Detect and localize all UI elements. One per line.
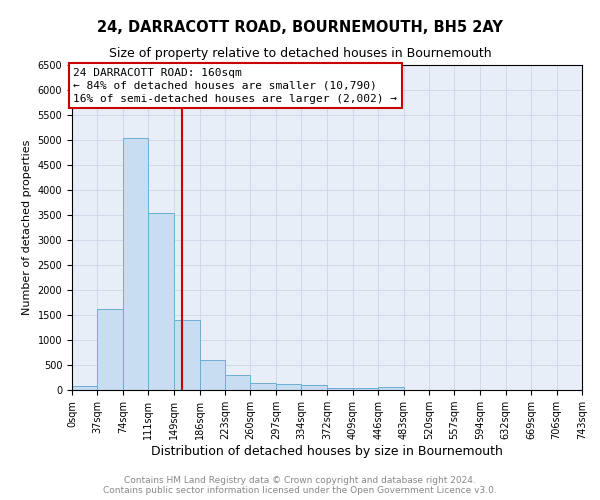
Bar: [301, 385, 326, 390]
Text: Contains HM Land Registry data © Crown copyright and database right 2024.
Contai: Contains HM Land Registry data © Crown c…: [103, 476, 497, 495]
Bar: [200, 360, 225, 390]
Bar: [225, 375, 250, 390]
Bar: [148, 212, 173, 390]
Bar: [123, 138, 148, 390]
Text: Size of property relative to detached houses in Bournemouth: Size of property relative to detached ho…: [109, 48, 491, 60]
Bar: [72, 386, 97, 390]
Text: 24 DARRACOTT ROAD: 160sqm
← 84% of detached houses are smaller (10,790)
16% of s: 24 DARRACOTT ROAD: 160sqm ← 84% of detac…: [73, 68, 397, 104]
Bar: [97, 308, 123, 390]
Bar: [174, 320, 200, 390]
Bar: [353, 388, 378, 390]
X-axis label: Distribution of detached houses by size in Bournemouth: Distribution of detached houses by size …: [151, 445, 503, 458]
Y-axis label: Number of detached properties: Number of detached properties: [22, 140, 32, 315]
Bar: [250, 382, 276, 390]
Text: 24, DARRACOTT ROAD, BOURNEMOUTH, BH5 2AY: 24, DARRACOTT ROAD, BOURNEMOUTH, BH5 2AY: [97, 20, 503, 35]
Bar: [328, 388, 353, 390]
Bar: [276, 384, 301, 390]
Bar: [378, 387, 404, 390]
